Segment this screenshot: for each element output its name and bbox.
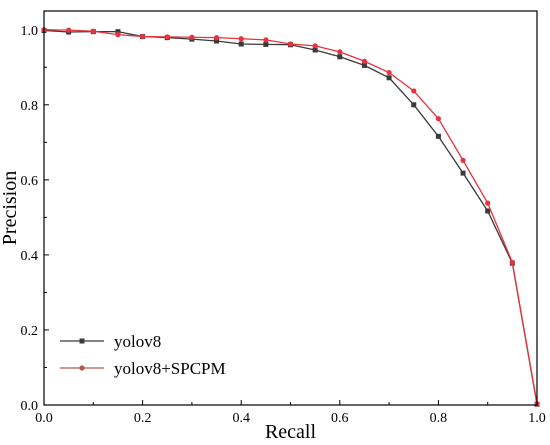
data-point [386, 75, 392, 81]
data-point [263, 37, 269, 43]
data-point [485, 208, 491, 214]
legend-label-yolov8: yolov8 [114, 332, 161, 351]
data-point [115, 32, 121, 38]
y-tick-label: 0.0 [21, 399, 39, 414]
legend-item-yolov8-spcpm: yolov8+SPCPM [60, 359, 226, 378]
data-point [263, 41, 269, 47]
legend-label-yolov8-spcpm: yolov8+SPCPM [114, 359, 226, 378]
x-tick-label: 1.0 [528, 411, 546, 426]
data-point [312, 43, 318, 49]
x-axis-ticks: 0.0 0.2 0.4 0.6 0.8 1.0 [35, 400, 546, 426]
y-tick-label: 1.0 [21, 24, 39, 39]
data-point [287, 41, 294, 47]
data-point [361, 62, 367, 68]
data-point [238, 36, 244, 42]
y-tick-label: 0.6 [21, 174, 39, 189]
data-point [115, 29, 121, 35]
data-point [485, 200, 491, 206]
plot-frame [43, 10, 538, 406]
data-point [460, 170, 466, 176]
data-point [66, 27, 72, 33]
data-point [411, 102, 417, 108]
y-tick-label: 0.8 [21, 99, 39, 114]
data-point [213, 35, 220, 41]
data-point [435, 133, 441, 139]
y-tick-label: 0.2 [21, 324, 39, 339]
data-point [411, 88, 417, 94]
y-axis-ticks: 0.0 0.2 0.4 0.6 0.8 1.0 [21, 24, 49, 414]
data-point [312, 47, 318, 53]
x-axis-label: Recall [265, 421, 317, 443]
data-point [460, 157, 466, 163]
data-point [509, 259, 515, 266]
data-point [337, 49, 343, 55]
data-point [361, 58, 368, 64]
data-point [90, 28, 96, 34]
x-tick-label: 0.0 [35, 411, 53, 426]
x-tick-label: 0.4 [232, 411, 250, 426]
x-tick-label: 0.8 [430, 411, 448, 426]
data-point [238, 41, 244, 47]
data-point [337, 54, 343, 60]
data-point [214, 38, 220, 44]
data-point [189, 34, 195, 40]
x-tick-label: 0.2 [134, 411, 152, 426]
data-point [435, 116, 441, 122]
data-point [386, 69, 392, 76]
data-point [164, 34, 170, 40]
y-tick-label: 0.4 [21, 249, 39, 264]
y-axis-label: Precision [0, 171, 21, 245]
data-point [140, 33, 146, 40]
legend: yolov8 yolov8+SPCPM [60, 332, 226, 378]
legend-item-yolov8: yolov8 [60, 332, 161, 351]
legend-marker-yolov8-spcpm [79, 365, 85, 371]
legend-marker-yolov8 [79, 338, 85, 344]
x-tick-label: 0.6 [331, 411, 349, 426]
